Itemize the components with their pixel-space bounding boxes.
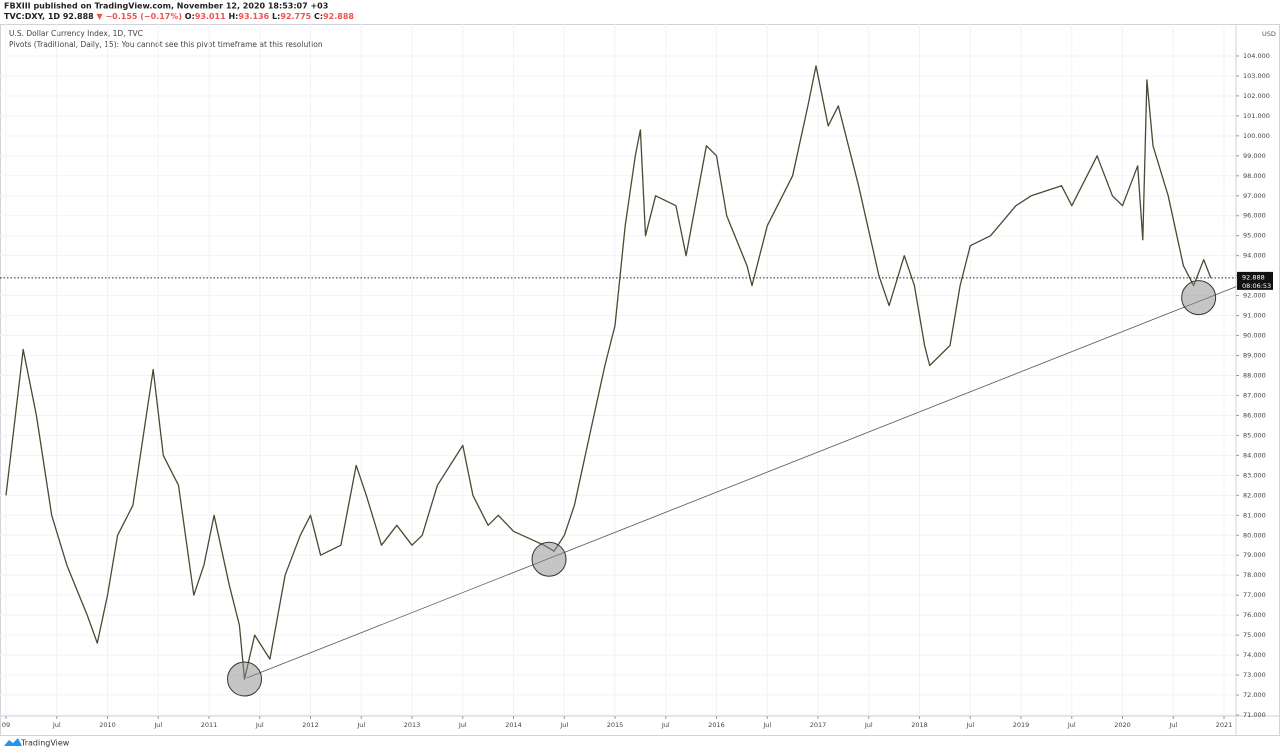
y-tick-label: 104.000 bbox=[1243, 52, 1270, 60]
y-tick-label: 89.000 bbox=[1243, 352, 1266, 360]
x-tick-label: 2017 bbox=[810, 721, 827, 729]
x-tick-label: Jul bbox=[153, 721, 162, 729]
ohlc-label: O: bbox=[185, 12, 195, 21]
x-tick-label: Jul bbox=[661, 721, 670, 729]
x-tick-label: Jul bbox=[864, 721, 873, 729]
y-tick-label: 102.000 bbox=[1243, 92, 1270, 100]
y-tick-label: 90.000 bbox=[1243, 332, 1266, 340]
x-tick-label: Jul bbox=[762, 721, 771, 729]
x-tick-label: Jul bbox=[1067, 721, 1076, 729]
ohlc-value: 93.011 bbox=[195, 12, 226, 21]
y-tick-label: 78.000 bbox=[1243, 571, 1266, 579]
y-tick-label: 98.000 bbox=[1243, 172, 1266, 180]
x-tick-label: 2012 bbox=[302, 721, 319, 729]
highlight-circle bbox=[1181, 280, 1217, 316]
y-tick-label: 86.000 bbox=[1243, 411, 1266, 419]
x-tick-label: 2021 bbox=[1216, 721, 1233, 729]
grid bbox=[0, 24, 1236, 716]
y-tick-label: 77.000 bbox=[1243, 591, 1266, 599]
y-tick-label: 76.000 bbox=[1243, 611, 1266, 619]
y-tick-label: 99.000 bbox=[1243, 152, 1266, 160]
x-tick-label: 2010 bbox=[99, 721, 116, 729]
last-price-box bbox=[1237, 271, 1273, 290]
footer: TradingView bbox=[4, 738, 70, 748]
x-tick-label: 2020 bbox=[1114, 721, 1131, 729]
chart-subtitle: Pivots (Traditional, Daily, 15): You can… bbox=[9, 40, 323, 49]
y-tick-label: 96.000 bbox=[1243, 212, 1266, 220]
y-tick-label: 87.000 bbox=[1243, 391, 1266, 399]
y-tick-label: 103.000 bbox=[1243, 72, 1270, 80]
price: 92.888 bbox=[63, 12, 94, 21]
y-tick-label: 95.000 bbox=[1243, 232, 1266, 240]
y-tick-label: 101.000 bbox=[1243, 112, 1270, 120]
y-tick-label: 75.000 bbox=[1243, 631, 1266, 639]
x-tick-label: Jul bbox=[1168, 721, 1177, 729]
x-tick-label: 2013 bbox=[404, 721, 421, 729]
y-tick-label: 91.000 bbox=[1243, 312, 1266, 320]
logo bbox=[4, 738, 22, 746]
highlight-circle bbox=[531, 541, 567, 577]
y-tick-label: 80.000 bbox=[1243, 531, 1266, 539]
y-tick-label: 81.000 bbox=[1243, 511, 1266, 519]
y-tick-label: 72.000 bbox=[1243, 691, 1266, 699]
change: ▼ −0.155 (−0.17%) bbox=[97, 12, 183, 21]
y-tick-label: 84.000 bbox=[1243, 451, 1266, 459]
x-tick-label: 2015 bbox=[607, 721, 624, 729]
x-tick-label: 2019 bbox=[1013, 721, 1030, 729]
x-tick-label: 2014 bbox=[505, 721, 522, 729]
x-tick-label: Jul bbox=[559, 721, 568, 729]
quote-line: TVC:DXY, 1D 92.888 ▼ −0.155 (−0.17%) O:9… bbox=[4, 12, 354, 21]
y-tick-label: 82.000 bbox=[1243, 491, 1266, 499]
trendline bbox=[246, 286, 1237, 679]
x-tick-label: Jul bbox=[965, 721, 974, 729]
y-tick-label: 79.000 bbox=[1243, 551, 1266, 559]
y-tick-label: 88.000 bbox=[1243, 371, 1266, 379]
countdown-label: 08:06:53 bbox=[1242, 282, 1271, 290]
y-tick-label: 97.000 bbox=[1243, 192, 1266, 200]
ohlc-label: H: bbox=[228, 12, 238, 21]
ohlc-value: 92.888 bbox=[323, 12, 354, 21]
y-tick-label: 100.000 bbox=[1243, 132, 1270, 140]
x-tick-label: Jul bbox=[255, 721, 264, 729]
chart-title: U.S. Dollar Currency Index, 1D, TVC bbox=[9, 29, 143, 38]
symbol: TVC:DXY, 1D bbox=[4, 12, 60, 21]
x-tick-label: Jul bbox=[356, 721, 365, 729]
y-tick-label: 94.000 bbox=[1243, 252, 1266, 260]
y-tick-label: 92.000 bbox=[1243, 292, 1266, 300]
x-tick-label: Jul bbox=[458, 721, 467, 729]
y-tick-label: 71.000 bbox=[1243, 711, 1266, 719]
x-tick-label: 2018 bbox=[911, 721, 928, 729]
y-tick-label: 74.000 bbox=[1243, 651, 1266, 659]
ohlc-label: C: bbox=[314, 12, 323, 21]
y-tick-label: 83.000 bbox=[1243, 471, 1266, 479]
x-tick-label: Jul bbox=[52, 721, 61, 729]
published-line: FBXIII published on TradingView.com, Nov… bbox=[4, 2, 328, 11]
price-line bbox=[5, 65, 1212, 680]
last-price-label: 92.888 bbox=[1242, 273, 1265, 281]
y-tick-label: 85.000 bbox=[1243, 431, 1266, 439]
highlight-circle bbox=[227, 661, 263, 697]
x-tick-label: 2016 bbox=[708, 721, 725, 729]
y-tick-label: 73.000 bbox=[1243, 671, 1266, 679]
ohlc-value: 92.775 bbox=[280, 12, 311, 21]
x-tick-label: 2011 bbox=[201, 721, 218, 729]
ohlc-label: L: bbox=[272, 12, 280, 21]
brand: TradingView bbox=[20, 739, 70, 748]
ohlc-value: 93.136 bbox=[238, 12, 269, 21]
x-tick-label: 09 bbox=[2, 721, 10, 729]
price-unit: USD bbox=[1262, 30, 1276, 38]
